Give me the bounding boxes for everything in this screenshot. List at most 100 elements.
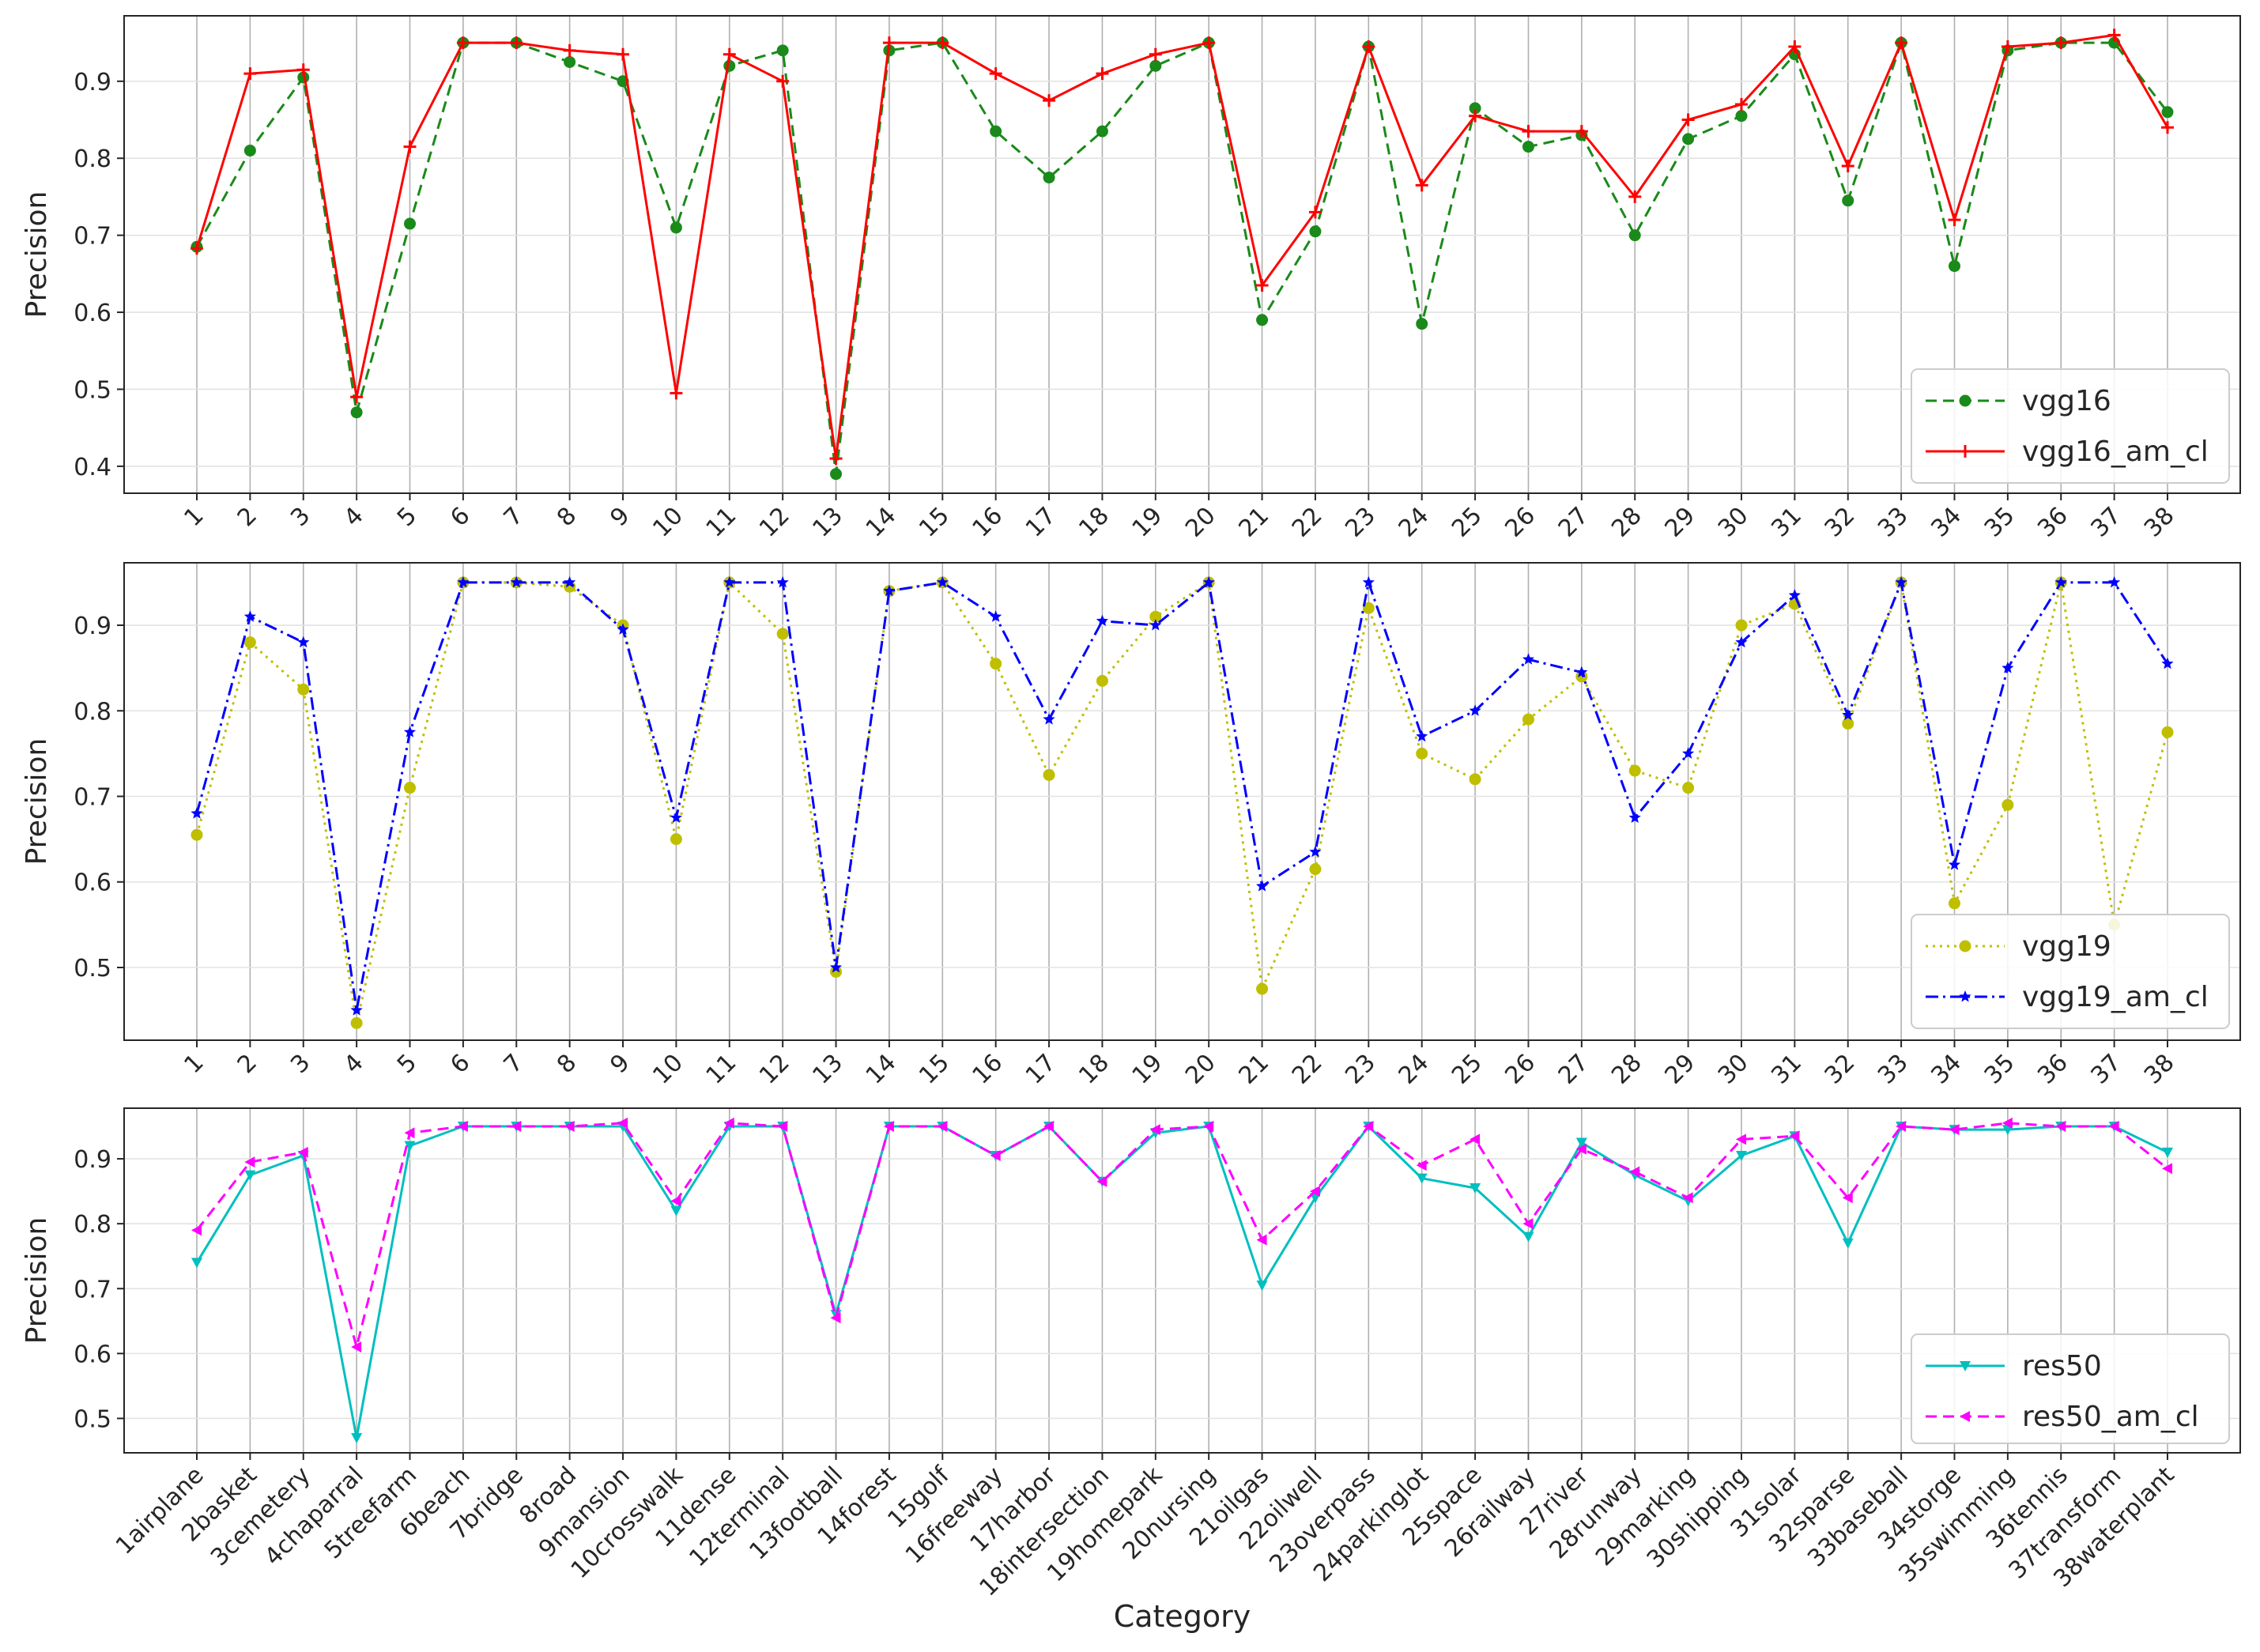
- x-tick-label: 27: [1553, 502, 1594, 543]
- x-tick-label: 34: [1926, 1049, 1967, 1090]
- x-tick-label: 21: [1233, 502, 1274, 543]
- data-point-vgg16: [2161, 106, 2174, 119]
- x-tick-label: 30: [1713, 502, 1754, 543]
- data-point-vgg19_am_cl: [1735, 636, 1748, 648]
- data-point-res50_am_cl: [511, 1120, 522, 1132]
- x-tick-label: 11: [701, 502, 742, 543]
- data-point-vgg19: [1628, 764, 1641, 777]
- data-point-res50_am_cl: [564, 1120, 575, 1132]
- data-point-vgg16: [1682, 133, 1695, 145]
- y-axis-label: Precision: [21, 1217, 53, 1345]
- x-axis: 1 2 3 4 5 6 7 8 9 10 11 12 13 14 15 16 17 18 19 20 21 22 23 24 2…: [179, 1040, 2180, 1090]
- x-tick-label: 14: [861, 1049, 902, 1090]
- x-axis: 1airplane2basket3cemetery4chaparral5tree…: [111, 1453, 2180, 1601]
- data-point-vgg16: [1309, 225, 1322, 238]
- data-point-vgg16_am_cl: [1841, 159, 1854, 172]
- data-point-vgg16_am_cl: [2161, 121, 2174, 134]
- data-point-vgg16: [776, 44, 789, 57]
- gridlines: [124, 563, 2240, 1040]
- x-tick-label: 23: [1340, 1049, 1381, 1090]
- data-point-vgg19: [350, 1016, 363, 1029]
- x-tick-label: 22: [1287, 502, 1328, 543]
- data-point-res50_am_cl: [830, 1312, 841, 1324]
- data-point-res50_am_cl: [1949, 1124, 1960, 1136]
- data-point-vgg16_am_cl: [1948, 213, 1961, 227]
- x-tick-label: 34: [1926, 502, 1967, 543]
- y-tick-label: 0.7: [74, 1276, 111, 1303]
- data-point-vgg19_am_cl: [1469, 704, 1481, 716]
- y-tick-label: 0.7: [74, 223, 111, 251]
- data-point-vgg19_am_cl: [510, 575, 523, 588]
- data-point-res50_am_cl: [2055, 1120, 2066, 1132]
- data-point-vgg16_am_cl: [1255, 278, 1269, 292]
- data-point-res50_am_cl: [1043, 1120, 1055, 1132]
- data-point-vgg16: [1842, 194, 1854, 207]
- data-point-vgg19_am_cl: [1682, 747, 1695, 759]
- data-point-res50_am_cl: [1470, 1133, 1481, 1145]
- data-point-vgg19: [243, 636, 256, 649]
- data-point-vgg19: [990, 658, 1002, 670]
- y-tick-label: 0.5: [74, 1405, 111, 1433]
- data-point-vgg16_am_cl: [403, 140, 417, 153]
- data-point-vgg16: [1522, 141, 1534, 153]
- data-point-res50: [404, 1141, 416, 1152]
- data-point-vgg16_am_cl: [1043, 94, 1056, 107]
- x-tick-label: 21: [1233, 1049, 1274, 1090]
- legend-marker-res50: [1960, 1361, 1971, 1371]
- data-point-vgg19_am_cl: [1202, 575, 1215, 588]
- data-point-vgg19: [1256, 983, 1269, 995]
- x-tick-label: 18: [1073, 502, 1115, 543]
- legend-marker-vgg19_am_cl: [1959, 990, 1971, 1002]
- data-point-vgg19_am_cl: [297, 636, 310, 648]
- data-point-vgg16_am_cl: [670, 387, 683, 400]
- data-point-vgg19: [297, 683, 310, 696]
- data-point-res50_am_cl: [670, 1195, 681, 1207]
- data-point-vgg19: [1682, 782, 1695, 794]
- x-tick-label: 29: [1660, 1049, 1701, 1090]
- data-point-vgg19: [1096, 674, 1108, 687]
- series-line-vgg19_am_cl: [195, 581, 2169, 1012]
- data-point-res50: [1522, 1231, 1534, 1243]
- x-tick-label: 35: [1979, 1049, 2020, 1090]
- y-tick-label: 0.7: [74, 784, 111, 812]
- data-point-vgg16_am_cl: [2001, 40, 2014, 53]
- series-res50: [191, 1121, 2173, 1444]
- data-point-vgg16: [1628, 229, 1641, 242]
- data-point-vgg16: [1948, 260, 1960, 273]
- legend: res50 res50_am_cl: [1911, 1333, 2230, 1444]
- data-point-vgg16_am_cl: [1628, 190, 1642, 203]
- y-tick-label: 0.5: [74, 955, 111, 983]
- data-point-vgg19_am_cl: [670, 811, 682, 823]
- data-point-vgg19: [2161, 726, 2174, 738]
- data-point-res50_am_cl: [191, 1224, 202, 1236]
- x-tick-label: 6: [445, 1049, 475, 1079]
- data-point-res50_am_cl: [1896, 1120, 1907, 1132]
- x-tick-label: 32: [1820, 502, 1861, 543]
- data-point-res50_am_cl: [1256, 1234, 1267, 1246]
- data-point-vgg19_am_cl: [723, 575, 736, 588]
- x-tick-label: 23: [1340, 502, 1381, 543]
- legend-label-vgg16_am_cl: vgg16_am_cl: [2022, 436, 2209, 468]
- x-tick-label: 5: [392, 502, 422, 532]
- x-tick-label: 3: [285, 1049, 315, 1079]
- data-point-vgg16_am_cl: [1469, 109, 1482, 123]
- data-point-vgg16_am_cl: [1202, 36, 1216, 50]
- data-point-vgg19_am_cl: [243, 610, 256, 622]
- series-vgg16: [191, 36, 2174, 481]
- data-point-res50_am_cl: [1149, 1124, 1160, 1136]
- x-tick-label: 28: [1606, 1049, 1647, 1090]
- legend-marker-vgg16_am_cl: [1959, 445, 1971, 458]
- data-point-vgg16: [1096, 125, 1108, 138]
- data-point-vgg16_am_cl: [989, 67, 1002, 81]
- data-point-vgg16_am_cl: [350, 390, 364, 404]
- data-point-res50_am_cl: [990, 1149, 1001, 1161]
- legend-box: [1911, 914, 2230, 1029]
- data-point-res50: [1575, 1137, 1587, 1148]
- data-point-res50_am_cl: [457, 1120, 468, 1132]
- x-tick-label: 20: [1180, 1049, 1221, 1090]
- legend-label-vgg19_am_cl: vgg19_am_cl: [2022, 981, 2209, 1013]
- data-point-vgg19: [1469, 773, 1481, 786]
- x-tick-label: 19: [1127, 1049, 1168, 1090]
- data-point-vgg16: [243, 144, 256, 157]
